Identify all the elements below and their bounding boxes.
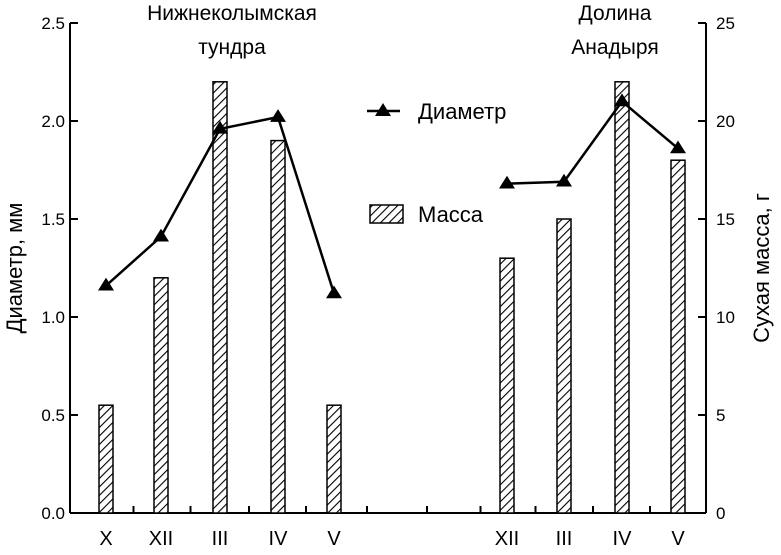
legend-mass-label: Масса [418,202,484,227]
diameter-point [98,277,114,291]
mass-bar [499,257,515,514]
legend-diameter-label: Диаметр [418,99,506,124]
left-tick-label: 1.0 [41,308,65,327]
group-title: Нижнеколымская [147,2,317,25]
mass-bar [212,81,228,514]
right-tick-label: 20 [716,112,735,131]
category-label: X [99,528,112,550]
diameter-point [670,140,686,154]
mass-bar [98,404,114,514]
diameter-line [506,99,679,185]
mass-bar [153,277,169,514]
legend-diameter-marker [375,103,391,116]
right-tick-label: 25 [716,14,735,33]
diameter-point [270,109,286,122]
diameter-point [614,93,630,107]
category-label: XII [495,528,519,550]
mass-bar [326,404,342,514]
mass-bar [270,139,286,514]
group-title: тундра [198,36,266,59]
category-label: IV [613,528,633,550]
left-tick-label: 0.0 [41,504,65,523]
diameter-point [153,228,169,242]
diameter-point [326,285,342,299]
category-label: V [327,528,341,550]
mass-bar [556,218,572,514]
diameter-point [212,120,228,134]
mass-bar [614,81,630,514]
left-axis-title: Диаметр, мм [2,203,27,334]
category-label: V [671,528,685,550]
left-tick-label: 2.0 [41,112,65,131]
category-label: IV [269,528,289,550]
group-title: Долина [579,2,652,25]
diameter-point [556,173,572,187]
right-tick-label: 10 [716,308,735,327]
left-tick-label: 1.5 [41,210,65,229]
right-tick-label: 15 [716,210,735,229]
left-tick-label: 0.5 [41,406,65,425]
diameter-point [499,175,515,189]
mass-bar [670,159,686,514]
legend-mass-swatch [369,204,404,224]
category-label: XII [149,528,173,550]
right-tick-label: 5 [716,406,725,425]
right-axis-title: Сухая масса, г [749,193,774,343]
category-label: III [556,528,573,550]
group-title: Анадыря [571,36,658,59]
right-tick-label: 0 [716,504,725,523]
category-label: III [212,528,229,550]
left-tick-label: 2.5 [41,14,65,33]
